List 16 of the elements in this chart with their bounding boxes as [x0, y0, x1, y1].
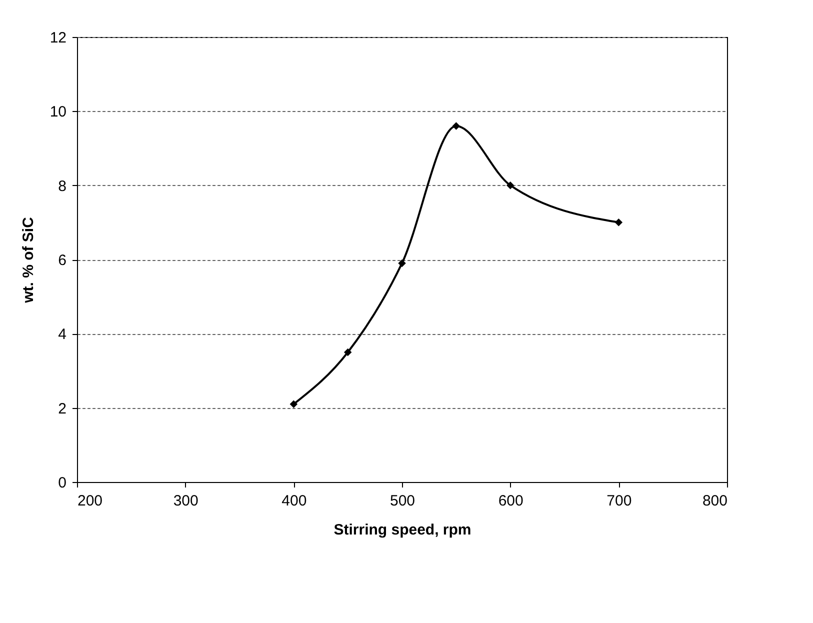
- y-tick-label: 4: [58, 326, 66, 344]
- x-tick-label: 700: [606, 492, 632, 510]
- y-tick-label: 0: [58, 474, 66, 492]
- y-tick-label: 8: [58, 178, 66, 195]
- x-tick-label: 500: [390, 492, 416, 510]
- x-tick-label: 200: [78, 492, 103, 510]
- y-tick-label: 6: [58, 252, 66, 269]
- x-tick-label: 800: [702, 492, 728, 510]
- x-tick-label: 600: [498, 492, 524, 510]
- x-tick-label: 400: [282, 492, 307, 510]
- y-axis-title: wt. % of SiC: [20, 216, 37, 304]
- x-tick-label: 300: [173, 492, 198, 510]
- y-tick-label: 12: [50, 30, 66, 46]
- x-axis-title: Stirring speed, rpm: [334, 522, 472, 538]
- y-tick-label: 2: [58, 400, 66, 418]
- y-tick-label: 10: [50, 104, 66, 121]
